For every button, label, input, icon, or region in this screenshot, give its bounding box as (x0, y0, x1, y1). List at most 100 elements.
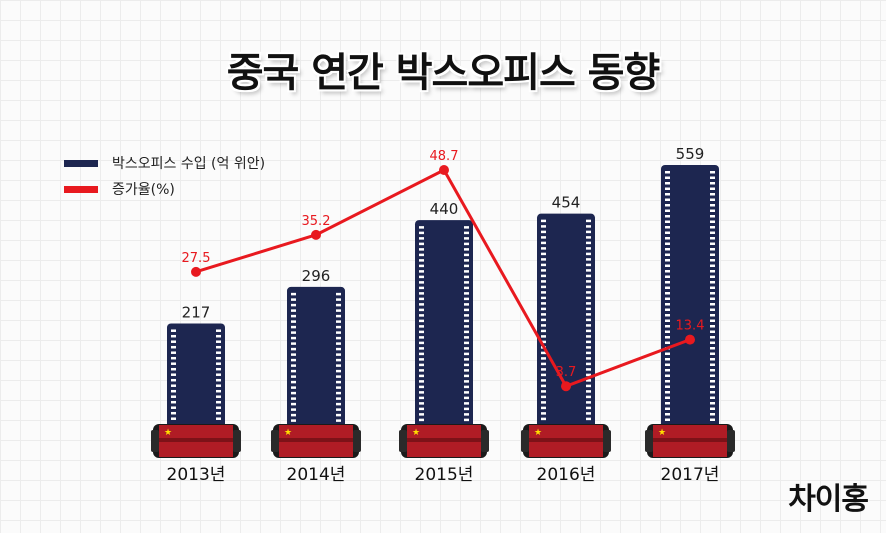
reel-cap-right (481, 430, 489, 452)
film-perforation (464, 231, 469, 235)
film-perforation (586, 241, 591, 245)
flag-star-icon: ★ (284, 428, 292, 438)
film-perforation (464, 286, 469, 290)
film-perforation (586, 236, 591, 239)
film-perforation (419, 341, 424, 345)
film-perforation (541, 401, 546, 404)
film-perforation (541, 351, 546, 355)
film-perforation (665, 385, 670, 388)
film-perforation (171, 384, 176, 387)
film-perforation (171, 406, 176, 409)
film-perforation (216, 373, 221, 376)
film-perforation (710, 336, 715, 339)
film-perforation (464, 264, 469, 268)
film-perforation (216, 329, 221, 332)
film-perforation (586, 280, 591, 283)
film-perforation (665, 330, 670, 333)
film-perforation (586, 252, 591, 256)
film-perforation (541, 236, 546, 239)
film-perforation (419, 352, 424, 356)
film-perforation (464, 413, 469, 416)
film-perforation (419, 259, 424, 262)
film-perforation (541, 340, 546, 344)
film-perforation (586, 357, 591, 360)
film-perforation (586, 258, 591, 261)
flag-star-icon: ★ (164, 428, 172, 438)
film-perforation (541, 219, 546, 223)
film-perforation (291, 325, 296, 329)
film-perforation (419, 264, 424, 268)
film-perforation (665, 325, 670, 328)
film-perforation (171, 345, 176, 349)
film-perforation (665, 193, 670, 196)
film-perforation (419, 319, 424, 323)
film-perforation (710, 369, 715, 372)
film-perforation (541, 412, 546, 415)
film-perforation (541, 417, 546, 421)
film-perforation (464, 242, 469, 246)
film-perforation (464, 237, 469, 240)
film-perforation (419, 248, 424, 251)
film-perforation (586, 219, 591, 223)
film-perforation (464, 341, 469, 345)
film-perforation (336, 397, 341, 400)
film-perforation (336, 364, 341, 367)
film-perforation (419, 330, 424, 334)
film-perforation (171, 351, 176, 354)
film-perforation (464, 418, 469, 422)
film-perforation (464, 275, 469, 279)
reel-stripe (653, 438, 727, 442)
film-perforation (665, 242, 670, 245)
film-perforation (710, 220, 715, 223)
film-perforation (171, 395, 176, 398)
film-perforation (586, 417, 591, 421)
film-perforation (541, 241, 546, 245)
film-perforation (665, 187, 670, 190)
film-perforation (710, 402, 715, 405)
film-perforation (291, 364, 296, 367)
bar-1: ★ 217 2013년 (151, 303, 241, 485)
film-perforation (541, 258, 546, 261)
bar-3: ★ 440 2015년 (399, 200, 489, 485)
film-perforation (336, 375, 341, 378)
film-perforation (541, 406, 546, 410)
film-perforation (216, 400, 221, 404)
film-perforation (216, 351, 221, 354)
film-perforation (216, 389, 221, 393)
film-perforation (541, 324, 546, 327)
category-label: 2014년 (287, 465, 346, 485)
growth-point (311, 229, 321, 240)
film-perforation (336, 347, 341, 351)
bar-body (415, 220, 473, 430)
film-perforation (541, 362, 546, 366)
film-perforation (586, 230, 591, 234)
film-perforation (464, 391, 469, 394)
film-perforation (541, 302, 546, 305)
film-perforation (336, 419, 341, 422)
film-perforation (665, 407, 670, 410)
film-perforation (216, 356, 221, 360)
film-perforation (710, 253, 715, 256)
bar-value-label: 559 (676, 145, 705, 163)
film-perforation (665, 264, 670, 267)
film-perforation (541, 307, 546, 311)
film-perforation (665, 270, 670, 273)
film-perforation (216, 367, 221, 371)
film-perforation (665, 358, 670, 361)
film-perforation (710, 352, 715, 355)
film-perforation (710, 237, 715, 240)
film-perforation (665, 374, 670, 377)
film-perforation (710, 176, 715, 179)
film-perforation (464, 226, 469, 229)
film-perforation (464, 330, 469, 334)
film-perforation (171, 417, 176, 420)
film-perforation (710, 341, 715, 344)
reel-cap-left (151, 430, 159, 452)
film-perforation (541, 329, 546, 333)
film-perforation (541, 291, 546, 294)
film-perforation (586, 335, 591, 338)
reel-cap-right (727, 430, 735, 452)
film-perforation (464, 358, 469, 361)
film-perforation (171, 367, 176, 371)
film-perforation (541, 274, 546, 278)
